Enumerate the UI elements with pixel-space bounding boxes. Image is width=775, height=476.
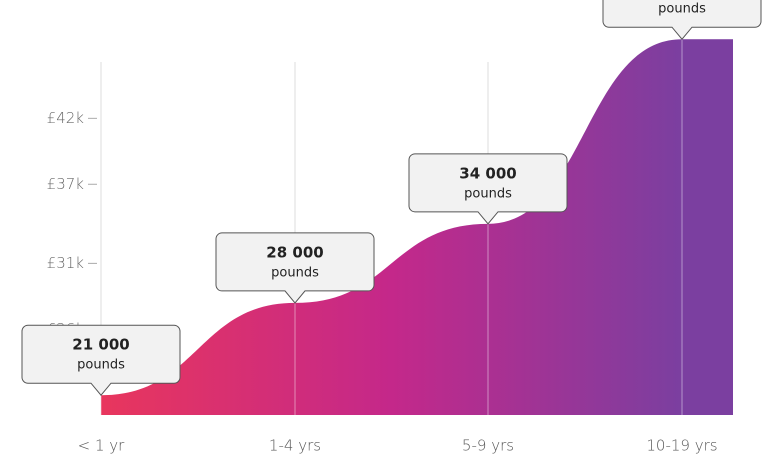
x-tick-label: 1-4 yrs [269,437,321,455]
value-unit: pounds [77,358,125,373]
x-tick-label: < 1 yr [78,437,126,455]
area-extension [681,39,733,415]
value-label: 21 000 [72,336,129,354]
callout-box [602,0,762,41]
value-unit: pounds [464,186,512,201]
area [101,39,682,415]
y-tick-label: £31k [47,254,85,272]
value-callout: 21 000 pounds [21,324,181,397]
x-tick-label: 5-9 yrs [462,437,514,455]
x-tick-label: 10-19 yrs [646,437,717,455]
callout-box [408,153,568,225]
callout-box [21,324,181,397]
value-unit: pounds [271,265,319,280]
value-unit: pounds [658,2,706,17]
value-label: 34 000 [459,164,516,182]
y-tick-label: £37k [47,175,85,193]
callout-box [215,232,375,304]
value-label: 28 000 [266,243,323,261]
y-tick-label: £42k [47,109,85,127]
value-callout: 28 000 pounds [215,232,375,304]
value-callout: 34 000 pounds [408,153,568,225]
